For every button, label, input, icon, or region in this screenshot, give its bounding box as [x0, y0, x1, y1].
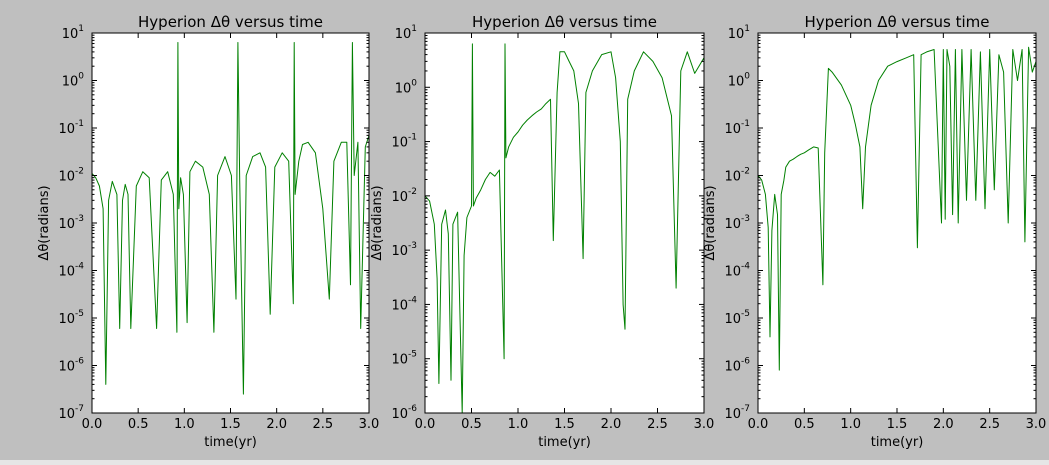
y-tick-label: 10-7	[724, 404, 750, 422]
y-tick-label: 10-2	[724, 167, 750, 185]
y-tick-label: 101	[395, 24, 417, 42]
x-axis-label: time(yr)	[538, 435, 591, 450]
plot-area	[758, 33, 1036, 413]
y-tick-label: 100	[62, 72, 85, 90]
x-tick-label: 3.0	[694, 417, 715, 432]
y-tick-label: 10-1	[724, 119, 750, 137]
y-tick-label: 10-4	[391, 295, 417, 313]
y-tick-label: 10-5	[724, 309, 750, 327]
y-tick-label: 10-4	[58, 262, 84, 280]
y-tick-label: 10-6	[58, 357, 84, 375]
y-tick-label: 101	[728, 24, 750, 42]
chart-title: Hyperion Δθ versus time	[472, 13, 657, 31]
x-tick-label: 3.0	[359, 417, 380, 432]
x-tick-label: 1.5	[220, 417, 241, 432]
x-tick-label: 2.5	[979, 417, 1000, 432]
x-tick-label: 2.5	[647, 417, 668, 432]
y-tick-label: 100	[728, 72, 751, 90]
window-bottom-strip	[0, 460, 1049, 465]
x-tick-label: 2.0	[933, 417, 954, 432]
y-tick-label: 10-3	[391, 241, 417, 259]
y-tick-label: 101	[62, 24, 84, 42]
y-tick-label: 10-3	[58, 214, 84, 232]
x-tick-label: 0.5	[461, 417, 482, 432]
x-tick-label: 2.5	[312, 417, 333, 432]
y-tick-label: 10-5	[391, 350, 417, 368]
x-tick-label: 0.5	[794, 417, 815, 432]
x-tick-label: 0.0	[82, 417, 103, 432]
y-tick-label: 10-2	[58, 167, 84, 185]
y-tick-label: 10-4	[724, 262, 750, 280]
chart-title: Hyperion Δθ versus time	[805, 13, 990, 31]
y-tick-label: 10-6	[391, 404, 417, 422]
x-tick-label: 0.5	[128, 417, 149, 432]
y-tick-label: 10-6	[724, 357, 750, 375]
y-tick-label: 100	[395, 78, 418, 96]
x-axis-label: time(yr)	[871, 435, 924, 450]
chart-panel-3: 0.0 0.5 1.0 1.5 2.0 2.5 3.0 10-7 10-6 10-5 10-4 10-…	[703, 13, 1046, 450]
chart-panel-2: 0.0 0.5 1.0 1.5 2.0 2.5 3.0 10-6 10-5 10-4 10-3 10-…	[370, 13, 714, 450]
chart-title: Hyperion Δθ versus time	[138, 13, 323, 31]
chart-panel-1: 0.0 0.5 1.0 1.5 2.0 2.5 3.0 10-7 10-6 10-5 10-4 10-…	[37, 13, 379, 450]
x-tick-label: 3.0	[1026, 417, 1047, 432]
x-axis-label: time(yr)	[204, 435, 257, 450]
x-tick-label: 0.0	[748, 417, 769, 432]
x-tick-label: 1.0	[840, 417, 861, 432]
y-tick-label: 10-2	[391, 187, 417, 205]
y-axis-label: Δθ(radians)	[37, 185, 52, 260]
y-tick-label: 10-1	[391, 133, 417, 151]
y-tick-label: 10-5	[58, 309, 84, 327]
x-tick-label: 2.0	[601, 417, 622, 432]
x-tick-label: 1.5	[887, 417, 908, 432]
y-axis-label: Δθ(radians)	[703, 185, 718, 260]
y-tick-label: 10-1	[58, 119, 84, 137]
x-tick-label: 1.5	[554, 417, 575, 432]
y-axis-label: Δθ(radians)	[370, 185, 385, 260]
x-tick-label: 2.0	[266, 417, 287, 432]
x-tick-label: 1.0	[174, 417, 195, 432]
x-tick-label: 1.0	[508, 417, 529, 432]
plot-area	[92, 33, 369, 413]
y-tick-label: 10-7	[58, 404, 84, 422]
x-tick-label: 0.0	[415, 417, 436, 432]
y-tick-label: 10-3	[724, 214, 750, 232]
